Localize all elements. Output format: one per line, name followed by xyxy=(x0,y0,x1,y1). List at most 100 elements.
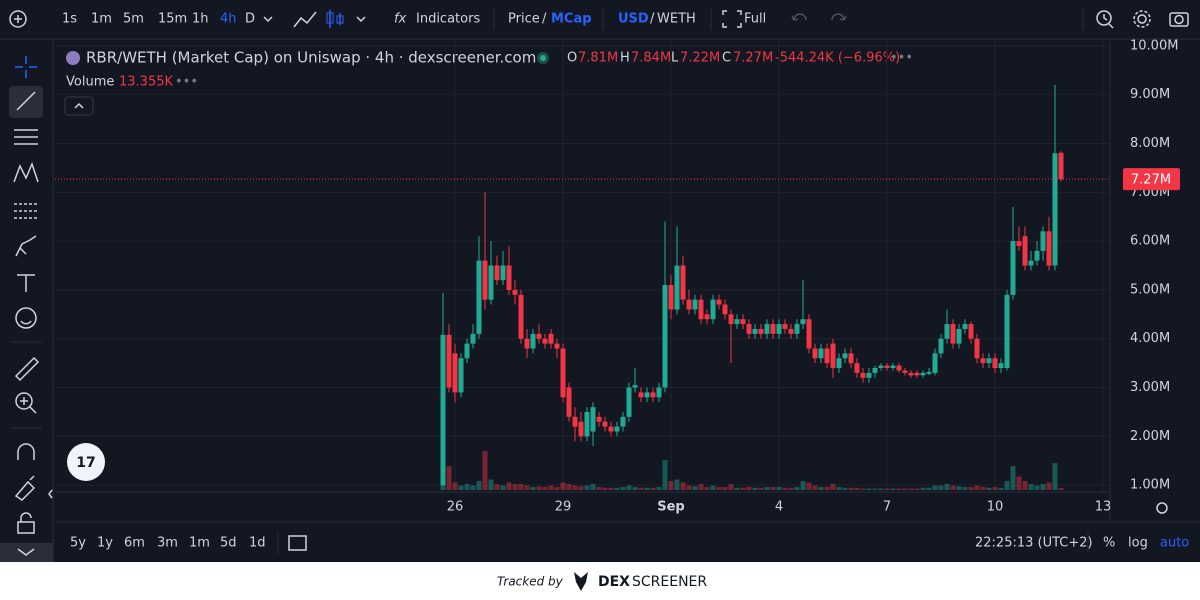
crosshair-tool[interactable] xyxy=(15,56,37,78)
candle-body xyxy=(518,294,524,339)
add-symbol-button[interactable] xyxy=(9,10,27,28)
interval-button[interactable]: 1m xyxy=(91,12,112,27)
interval-button[interactable]: 5m xyxy=(123,12,144,27)
settings-icon[interactable] xyxy=(1137,14,1147,24)
volume-bar xyxy=(524,485,530,490)
candle-body xyxy=(926,371,932,374)
tv-logo xyxy=(67,443,105,481)
magnet-tool[interactable] xyxy=(17,443,35,460)
projection-tool[interactable] xyxy=(14,203,38,219)
range-button[interactable]: 1d xyxy=(249,536,266,551)
full-button[interactable]: Full xyxy=(744,12,766,27)
dropdown-icon[interactable] xyxy=(356,16,366,23)
stay-drawing-tool[interactable] xyxy=(14,475,36,501)
volume-bar xyxy=(944,484,950,490)
last-price-tag xyxy=(1123,168,1180,191)
dropdown-icon[interactable] xyxy=(263,16,273,23)
hide-tools[interactable] xyxy=(0,543,53,562)
volume-bar xyxy=(596,487,602,490)
background xyxy=(0,0,1200,562)
candle-body xyxy=(458,358,464,393)
volume-bar xyxy=(1004,481,1010,490)
fx-icon[interactable]: fx xyxy=(394,12,407,27)
candle-body xyxy=(902,370,908,373)
log-toggle[interactable]: log xyxy=(1128,536,1148,551)
volume-bar xyxy=(716,487,722,490)
candle-body xyxy=(932,353,938,373)
indicators-button[interactable]: Indicators xyxy=(416,12,480,27)
interval-button[interactable]: 4h xyxy=(220,12,237,27)
volume-bar xyxy=(620,487,626,490)
volume-bar xyxy=(458,485,464,490)
range-button[interactable]: 5d xyxy=(220,536,237,551)
volume-bar xyxy=(482,451,488,490)
top-toolbar xyxy=(0,0,1200,38)
weth-toggle[interactable]: WETH xyxy=(657,12,696,27)
range-button[interactable]: 3m xyxy=(157,536,178,551)
axis-settings[interactable] xyxy=(1156,502,1168,514)
candle-body xyxy=(998,363,1004,369)
range-button[interactable]: 6m xyxy=(124,536,145,551)
camera-icon[interactable] xyxy=(1169,12,1189,27)
brush-tool[interactable] xyxy=(15,235,37,257)
more-dots[interactable]: ••• xyxy=(175,75,198,90)
collapse-legend[interactable] xyxy=(64,96,94,116)
camera-lens xyxy=(1174,14,1184,25)
volume-bar xyxy=(536,486,542,490)
auto-toggle[interactable]: auto xyxy=(1160,536,1189,551)
interval-button[interactable]: 15m xyxy=(158,12,187,27)
price-toggle[interactable]: Price xyxy=(508,12,540,27)
range-button[interactable]: 5y xyxy=(70,536,86,551)
usd-toggle[interactable]: USD xyxy=(618,12,649,27)
interval-button[interactable]: 1h xyxy=(192,12,209,27)
volume-bar xyxy=(914,488,920,490)
candle-body xyxy=(890,365,896,369)
zoom-tool[interactable] xyxy=(15,392,33,410)
range-button[interactable]: 1m xyxy=(189,536,210,551)
trend-line-tool[interactable] xyxy=(16,91,36,111)
range-button[interactable]: 1y xyxy=(97,536,113,551)
mcap-toggle[interactable]: MCap xyxy=(551,12,592,27)
volume-bar xyxy=(938,485,944,490)
collapse-toggle[interactable] xyxy=(48,489,53,499)
fib-tool[interactable] xyxy=(14,129,38,145)
interval-button[interactable]: D xyxy=(245,12,255,27)
pattern-tool[interactable] xyxy=(13,161,39,183)
candle-body xyxy=(488,265,494,300)
percent-toggle[interactable]: % xyxy=(1103,536,1115,551)
volume-bar xyxy=(650,487,656,490)
candle-icon-body xyxy=(326,12,334,24)
last-price-label: 7.27M xyxy=(1131,173,1171,188)
lock-tool[interactable] xyxy=(17,521,35,534)
candle-body xyxy=(1016,241,1022,246)
volume-bar xyxy=(926,487,932,490)
candle-body xyxy=(722,304,728,315)
text-tool[interactable] xyxy=(17,274,35,292)
chart-line-icon[interactable] xyxy=(293,11,317,28)
undo-icon[interactable] xyxy=(791,13,807,21)
date-range-icon[interactable] xyxy=(288,535,307,551)
ruler-tool[interactable] xyxy=(14,356,40,382)
y-tick-label: 10.00M xyxy=(1130,38,1178,53)
candle-body xyxy=(728,314,734,325)
more-dots[interactable]: ••• xyxy=(890,51,913,66)
volume-bar xyxy=(500,485,506,490)
icon-tool[interactable] xyxy=(15,307,37,329)
volume-bar xyxy=(866,488,872,490)
volume-bar xyxy=(992,487,998,490)
change-value: -544.24K (−6.96%) xyxy=(775,51,900,66)
interval-button[interactable]: 1s xyxy=(62,12,77,27)
dex-word: DEX xyxy=(598,574,630,590)
candle-body xyxy=(584,411,590,437)
plot-area: 1.00M2.00M3.00M4.00M5.00M6.00M7.00M8.00M… xyxy=(55,38,1180,515)
volume-bar xyxy=(1010,466,1016,490)
candle-body xyxy=(1010,241,1016,295)
candle-body xyxy=(482,260,488,300)
replay-icon[interactable] xyxy=(1096,10,1112,26)
candle-body xyxy=(980,358,986,364)
fullscreen-icon[interactable] xyxy=(722,10,742,28)
volume-bar xyxy=(878,488,884,490)
candle-body xyxy=(836,358,842,369)
volume-bar xyxy=(836,487,842,490)
redo-icon[interactable] xyxy=(831,13,847,21)
